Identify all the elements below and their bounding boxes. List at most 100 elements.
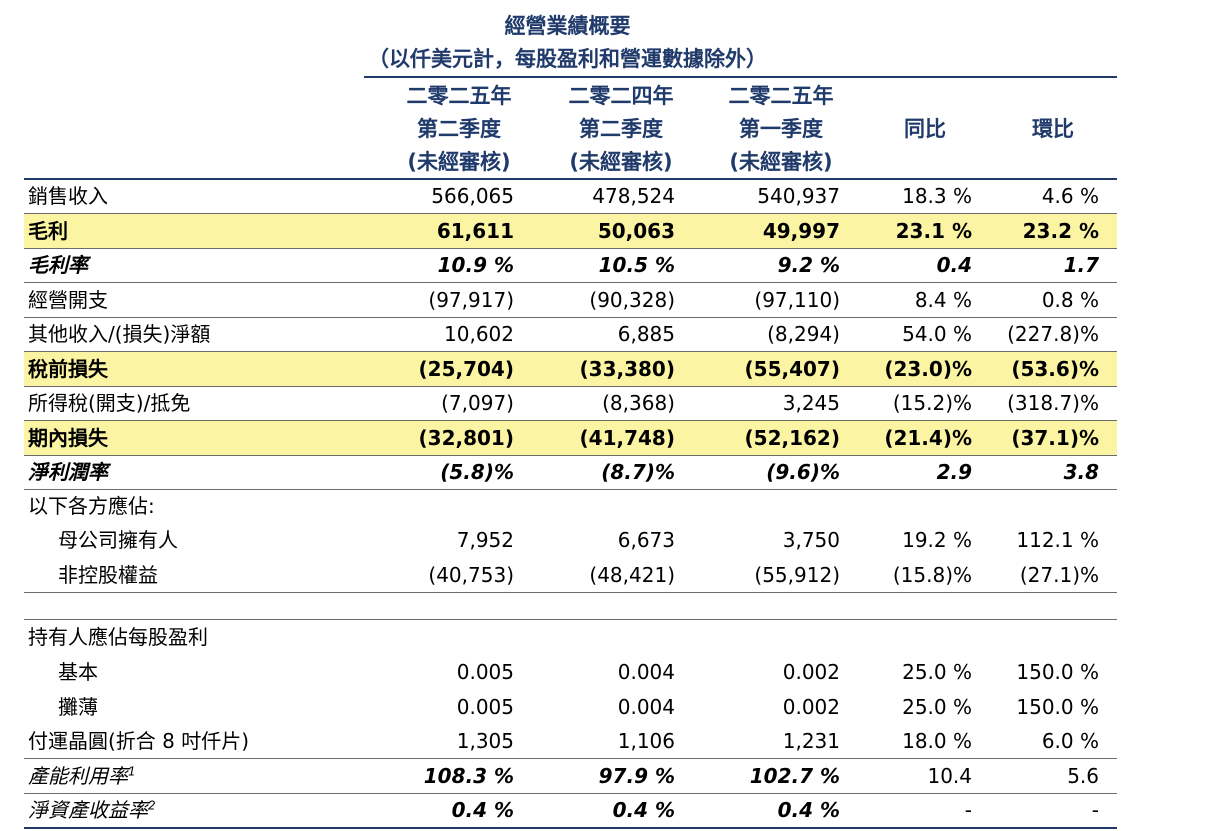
- value-cell: 0.8 %: [1041, 288, 1099, 312]
- value-cell: 19.2 %: [902, 528, 972, 552]
- value-cell: 0.002: [782, 695, 840, 719]
- value-cell: 0.4 %: [451, 798, 514, 822]
- column-header-line: 第二季度: [579, 117, 663, 141]
- row-label: 其他收入/(損失)淨額: [28, 317, 210, 351]
- column-header-line: (未經審核): [569, 150, 673, 174]
- row-label-text: 付運晶圓(折合 8 吋仟片): [28, 729, 250, 753]
- value-cell: 61,611: [436, 219, 514, 243]
- table-row: 毛利 61,611 50,063 49,997 23.1 % 23.2 %: [24, 214, 1117, 248]
- value-cell: 0.005: [456, 695, 514, 719]
- row-label: 期內損失: [28, 421, 108, 455]
- table-row: 以下各方應佔:: [24, 489, 1117, 523]
- row-label: 產能利用率1: [28, 759, 136, 793]
- row-label-text: 淨資產收益率: [28, 798, 148, 822]
- row-label: 所得稅(開支)/抵免: [28, 386, 190, 420]
- row-label-text: 期內損失: [28, 426, 108, 450]
- table-row: 基本 0.005 0.004 0.002 25.0 % 150.0 %: [24, 655, 1117, 689]
- value-cell: 10.9 %: [437, 253, 514, 277]
- value-cell: 3,750: [782, 528, 840, 552]
- row-divider: [24, 351, 1117, 352]
- column-header-line: 二零二四年: [568, 84, 674, 108]
- value-cell: 18.3 %: [902, 184, 972, 208]
- row-label: 淨利潤率: [28, 455, 108, 489]
- value-cell: 10,602: [444, 322, 514, 346]
- value-cell: 10.4: [927, 764, 972, 788]
- value-cell: 54.0 %: [902, 322, 972, 346]
- report-title: 經營業績概要: [504, 14, 631, 38]
- value-cell: 6,673: [617, 528, 675, 552]
- value-cell: 10.5 %: [598, 253, 675, 277]
- row-label-text: 稅前損失: [28, 357, 108, 381]
- value-cell: 49,997: [762, 219, 840, 243]
- value-cell: 0.4 %: [612, 798, 675, 822]
- value-cell: (5.8)%: [440, 460, 514, 484]
- row-label-text: 攤薄: [58, 695, 98, 719]
- value-cell: 566,065: [431, 184, 514, 208]
- row-divider: [24, 386, 1117, 387]
- footnote-marker: 2: [148, 798, 156, 813]
- value-cell: (8,368): [602, 391, 675, 415]
- value-cell: 5.6: [1067, 764, 1099, 788]
- column-header-line: 第一季度: [739, 117, 823, 141]
- column-header-line: 二零二五年: [728, 84, 834, 108]
- value-cell: 0.4 %: [777, 798, 840, 822]
- value-cell: 8.4 %: [914, 288, 972, 312]
- column-header-line: (未經審核): [729, 150, 833, 174]
- value-cell: (53.6)%: [1011, 357, 1099, 381]
- row-label: 母公司擁有人: [58, 523, 178, 557]
- value-cell: 97.9 %: [598, 764, 675, 788]
- row-label: 付運晶圓(折合 8 吋仟片): [28, 724, 249, 758]
- row-label-text: 毛利: [28, 219, 68, 243]
- value-cell: 18.0 %: [902, 729, 972, 753]
- value-cell: 25.0 %: [902, 660, 972, 684]
- table-row: 期內損失 (32,801) (41,748) (52,162) (21.4)% (37.1…: [24, 421, 1117, 455]
- value-cell: -: [964, 798, 972, 822]
- column-header-yoy: 同比: [880, 113, 970, 146]
- row-label-text: 淨利潤率: [28, 460, 108, 484]
- value-cell: (32,801): [418, 426, 514, 450]
- table-row: 持有人應佔每股盈利: [24, 620, 1117, 654]
- row-label-text: 母公司擁有人: [58, 528, 178, 552]
- value-cell: 478,524: [592, 184, 675, 208]
- row-divider: [24, 282, 1117, 283]
- table-row: 毛利率 10.9 % 10.5 % 9.2 % 0.4 1.7: [24, 248, 1117, 282]
- row-divider: [24, 592, 1117, 593]
- row-label-text: 持有人應佔每股盈利: [28, 625, 208, 649]
- row-label-text: 以下各方應佔:: [28, 494, 155, 518]
- row-divider: [24, 420, 1117, 421]
- value-cell: 25.0 %: [902, 695, 972, 719]
- table-row: 產能利用率1 108.3 % 97.9 % 102.7 % 10.4 5.6: [24, 759, 1117, 793]
- value-cell: 0.002: [782, 660, 840, 684]
- value-cell: (15.8)%: [892, 563, 972, 587]
- value-cell: (25,704): [418, 357, 514, 381]
- table-row: 經營開支 (97,917) (90,328) (97,110) 8.4 % 0.8 %: [24, 283, 1117, 317]
- table-row: 淨資產收益率2 0.4 % 0.4 % 0.4 % - -: [24, 793, 1117, 827]
- value-cell: (318.7)%: [1007, 391, 1099, 415]
- value-cell: 6,885: [617, 322, 675, 346]
- table-row: 付運晶圓(折合 8 吋仟片) 1,305 1,106 1,231 18.0 % 6.0 %: [24, 724, 1117, 758]
- row-divider: [24, 793, 1117, 794]
- row-label: 經營開支: [28, 283, 108, 317]
- value-cell: 0.004: [617, 695, 675, 719]
- value-cell: 102.7 %: [749, 764, 840, 788]
- value-cell: 23.1 %: [895, 219, 972, 243]
- value-cell: (8,294): [767, 322, 840, 346]
- row-label: 淨資產收益率2: [28, 793, 156, 827]
- row-divider: [24, 489, 1117, 490]
- value-cell: 540,937: [757, 184, 840, 208]
- value-cell: 4.6 %: [1041, 184, 1099, 208]
- row-label: 攤薄: [58, 690, 98, 724]
- value-cell: 150.0 %: [1016, 695, 1099, 719]
- row-label: 持有人應佔每股盈利: [28, 620, 208, 654]
- report-subtitle: （以仟美元計，每股盈利和營運數據除外）: [368, 47, 767, 71]
- column-header-q2-2024: 二零二四年 第二季度 (未經審核): [546, 80, 696, 179]
- value-cell: 150.0 %: [1016, 660, 1099, 684]
- column-header-line: (未經審核): [407, 150, 511, 174]
- table-row: 所得稅(開支)/抵免 (7,097) (8,368) 3,245 (15.2)% (318…: [24, 386, 1117, 420]
- value-cell: 0.4: [936, 253, 972, 277]
- value-cell: 1.7: [1063, 253, 1099, 277]
- row-divider: [24, 213, 1117, 214]
- value-cell: 6.0 %: [1041, 729, 1099, 753]
- value-cell: (52,162): [744, 426, 840, 450]
- value-cell: 7,952: [456, 528, 514, 552]
